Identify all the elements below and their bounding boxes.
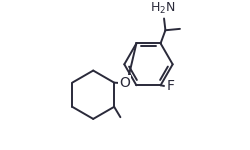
Text: O: O	[119, 76, 130, 90]
Text: F: F	[166, 79, 174, 93]
Text: H$_2$N: H$_2$N	[150, 1, 176, 16]
